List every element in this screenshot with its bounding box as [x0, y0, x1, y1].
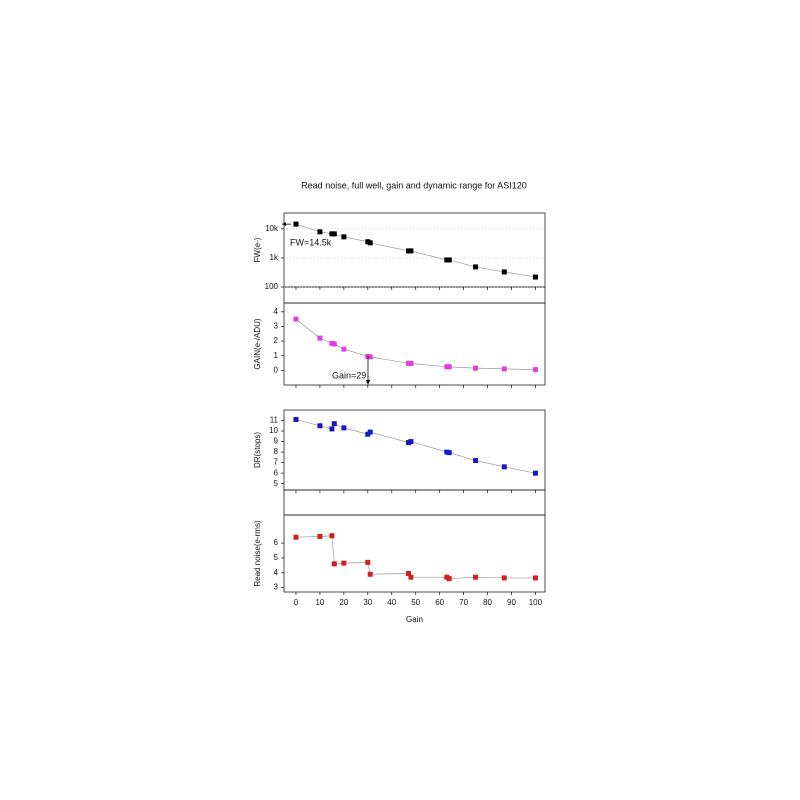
plot-frame: [283, 409, 546, 491]
data-point: [446, 450, 452, 456]
data-point: [365, 559, 371, 565]
y-axis-label: Read noise(e-rms): [253, 520, 262, 587]
data-point: [341, 425, 347, 431]
data-point: [293, 534, 299, 540]
data-point: [367, 571, 373, 577]
y-tick-label: 1k: [270, 253, 279, 262]
y-tick-label: 2: [274, 336, 279, 345]
data-point: [408, 574, 414, 580]
data-point: [293, 316, 299, 322]
series-line: [295, 535, 536, 580]
y-axis-label: DR(stops): [253, 432, 262, 468]
data-point: [317, 335, 323, 341]
y-tick-label: 6: [274, 468, 279, 477]
x-tick-label: 60: [435, 598, 444, 607]
data-point: [473, 365, 479, 371]
x-tick-label: 20: [339, 598, 348, 607]
data-point: [532, 470, 538, 476]
data-point: [446, 576, 452, 582]
y-tick-label: 5: [274, 553, 279, 562]
data-point: [329, 426, 335, 432]
y-tick-label: 3: [274, 322, 279, 331]
data-point: [367, 354, 373, 360]
annotation: Gain=29: [332, 370, 366, 380]
y-tick-label: 6: [274, 538, 279, 547]
x-tick-label: 30: [363, 598, 372, 607]
y-tick-label: 9: [274, 437, 279, 446]
y-tick-label: 1: [274, 351, 279, 360]
y-tick-label: 11: [270, 416, 279, 425]
y-axis-label: GAIN(e-/ADU): [253, 318, 262, 369]
y-axis-label: FW(e-): [253, 237, 262, 262]
data-point: [406, 570, 412, 576]
data-point: [293, 221, 299, 227]
data-point: [408, 439, 414, 445]
plot-frame: [283, 302, 546, 386]
plot-frame: [283, 514, 546, 593]
data-point: [367, 240, 373, 246]
data-point: [329, 533, 335, 539]
y-tick-label: 4: [274, 568, 279, 577]
y-tick-label: 0: [274, 365, 279, 374]
spacer-box: [283, 286, 546, 304]
data-point: [341, 560, 347, 566]
data-point: [501, 575, 507, 581]
data-point: [317, 229, 323, 235]
data-point: [532, 575, 538, 581]
x-tick-label: 50: [411, 598, 420, 607]
plot-frame: [283, 212, 546, 288]
y-tick-label: 10k: [265, 224, 279, 233]
arrow-head: [366, 380, 370, 385]
arrow-head: [282, 222, 286, 227]
data-point: [473, 574, 479, 580]
y-tick-label: 10: [269, 426, 278, 435]
data-point: [367, 429, 373, 435]
x-tick-label: 100: [529, 598, 543, 607]
chart-title: Read noise, full well, gain and dynamic …: [301, 180, 527, 190]
y-tick-label: 8: [274, 447, 279, 456]
data-point: [501, 464, 507, 470]
y-tick-label: 100: [265, 282, 279, 291]
x-axis-label: Gain: [406, 615, 423, 624]
x-tick-label: 10: [315, 598, 324, 607]
data-point: [331, 231, 337, 237]
data-point: [446, 257, 452, 263]
y-tick-label: 3: [274, 583, 279, 592]
data-point: [331, 421, 337, 427]
data-point: [341, 346, 347, 352]
y-tick-label: 5: [274, 479, 279, 488]
data-point: [293, 416, 299, 422]
data-point: [408, 248, 414, 254]
data-point: [446, 364, 452, 370]
data-point: [408, 360, 414, 366]
data-point: [501, 269, 507, 275]
annotation: FW=14.5k: [290, 237, 332, 247]
x-tick-label: 90: [507, 598, 516, 607]
y-tick-label: 7: [274, 458, 279, 467]
data-point: [473, 264, 479, 270]
x-tick-label: 0: [294, 598, 299, 607]
data-point: [331, 561, 337, 567]
data-point: [473, 458, 479, 464]
x-tick-label: 40: [387, 598, 396, 607]
spacer-box: [283, 489, 546, 516]
data-point: [317, 533, 323, 539]
data-point: [331, 341, 337, 347]
data-point: [317, 423, 323, 429]
data-point: [501, 366, 507, 372]
y-tick-label: 4: [274, 307, 279, 316]
data-point: [341, 234, 347, 240]
data-point: [532, 367, 538, 373]
x-tick-label: 80: [483, 598, 492, 607]
x-tick-label: 70: [459, 598, 468, 607]
data-point: [532, 274, 538, 280]
